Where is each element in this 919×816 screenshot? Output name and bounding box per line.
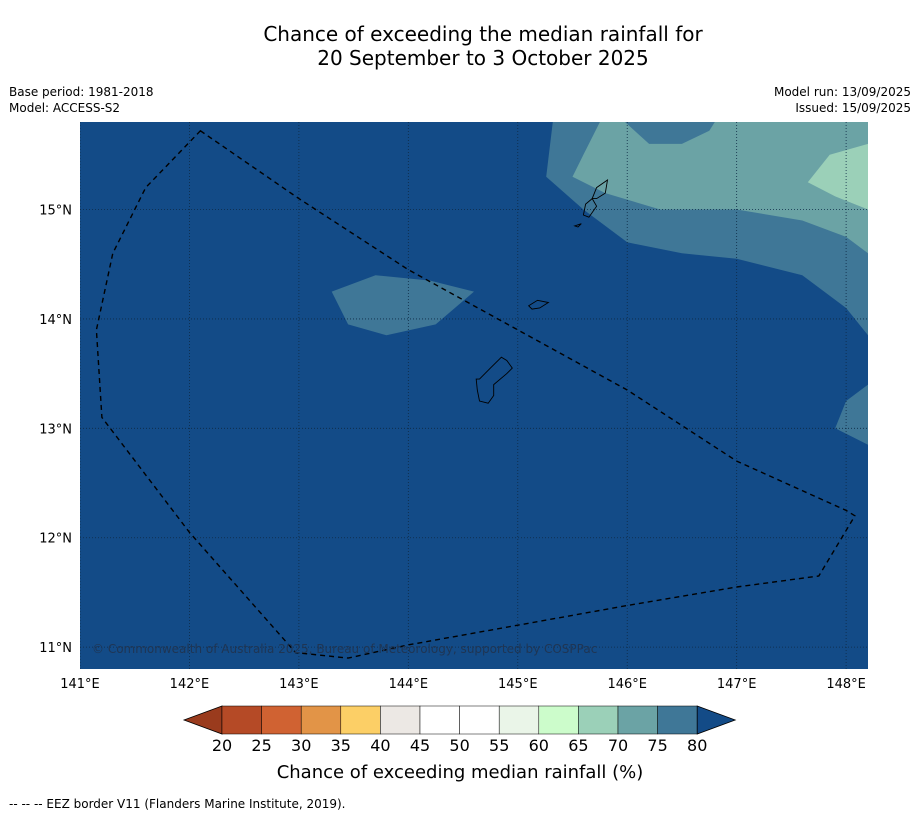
eez-border — [95, 129, 856, 659]
colorbar-tick-label: 70 — [608, 736, 628, 755]
colorbar-tick-label: 80 — [687, 736, 707, 755]
probability-region — [331, 275, 474, 336]
probability-region — [572, 122, 868, 254]
lat-tick-label: 12°N — [39, 532, 72, 547]
title-line-1: Chance of exceeding the median rainfall … — [263, 22, 703, 46]
island-outline — [475, 356, 513, 404]
lat-tick-label: 11°N — [39, 641, 72, 656]
colorbar-tick-label: 45 — [410, 736, 430, 755]
colorbar-tick-label: 35 — [331, 736, 351, 755]
colorbar-segment — [657, 705, 698, 735]
colorbar-over-arrow — [696, 705, 737, 735]
island-outline — [582, 197, 598, 218]
colorbar-segment — [221, 705, 262, 735]
lat-tick-label: 14°N — [39, 313, 72, 328]
colorbar-tick-label: 65 — [568, 736, 588, 755]
eez-footnote: -- -- -- EEZ border V11 (Flanders Marine… — [9, 797, 346, 811]
probability-regions — [331, 122, 868, 445]
lon-tick-label: 146°E — [607, 677, 647, 692]
probability-region — [625, 122, 715, 144]
lon-tick-label: 143°E — [279, 677, 319, 692]
lon-tick-label: 142°E — [170, 677, 210, 692]
colorbar: 20 25 30 35 40 45 50 55 60 65 70 75 80 — [182, 705, 737, 755]
colorbar-segment — [340, 705, 381, 735]
colorbar-title: Chance of exceeding median rainfall (%) — [277, 762, 644, 783]
island-outline — [591, 179, 609, 200]
colorbar-segment — [261, 705, 302, 735]
longitude-labels: 141°E 142°E 143°E 144°E 145°E 146°E 147°E 148°E — [60, 677, 866, 692]
colorbar-tick-label: 30 — [291, 736, 311, 755]
probability-region — [835, 384, 868, 445]
meta-left: Base period: 1981-2018 Model: ACCESS-S2 — [9, 84, 154, 116]
colorbar-tick-label: 55 — [489, 736, 509, 755]
meta-right: Model run: 13/09/2025 Issued: 15/09/2025 — [774, 84, 911, 116]
lon-tick-label: 141°E — [60, 677, 100, 692]
colorbar-segment — [538, 705, 579, 735]
island-outline — [573, 223, 582, 228]
lat-tick-label: 15°N — [39, 204, 72, 219]
model-run: Model run: 13/09/2025 — [773, 85, 911, 99]
model-name: Model: ACCESS-S2 — [9, 101, 121, 115]
colorbar-tick-label: 25 — [251, 736, 271, 755]
island-outline — [527, 299, 550, 310]
colorbar-tick-label: 40 — [370, 736, 390, 755]
colorbar-segment — [498, 705, 540, 735]
colorbar-segment — [380, 705, 421, 735]
lon-tick-label: 147°E — [717, 677, 757, 692]
colorbar-tick-label: 50 — [449, 736, 469, 755]
colorbar-tick-label: 60 — [529, 736, 549, 755]
latitude-labels: 15°N 14°N 13°N 12°N 11°N — [39, 204, 72, 657]
lon-tick-label: 148°E — [826, 677, 866, 692]
lon-tick-label: 145°E — [498, 677, 538, 692]
issued-date: Issued: 15/09/2025 — [795, 101, 911, 115]
colorbar-segment — [617, 705, 658, 735]
gridlines — [80, 122, 868, 669]
copyright-notice: © Commonwealth of Australia 2025, Bureau… — [92, 642, 597, 656]
colorbar-segment — [300, 705, 342, 735]
colorbar-under-arrow — [182, 705, 223, 735]
colorbar-segment — [459, 705, 500, 735]
base-period: Base period: 1981-2018 — [9, 85, 154, 99]
lat-tick-label: 13°N — [39, 422, 72, 437]
probability-region — [807, 143, 868, 210]
lon-tick-label: 144°E — [389, 677, 429, 692]
title-line-2: 20 September to 3 October 2025 — [317, 46, 649, 70]
colorbar-segment — [419, 705, 460, 735]
colorbar-tick-label: 75 — [647, 736, 667, 755]
map-title: Chance of exceeding the median rainfall … — [0, 22, 919, 70]
colorbar-tick-label: 20 — [212, 736, 232, 755]
islands — [475, 179, 609, 404]
colorbar-segment — [578, 705, 619, 735]
